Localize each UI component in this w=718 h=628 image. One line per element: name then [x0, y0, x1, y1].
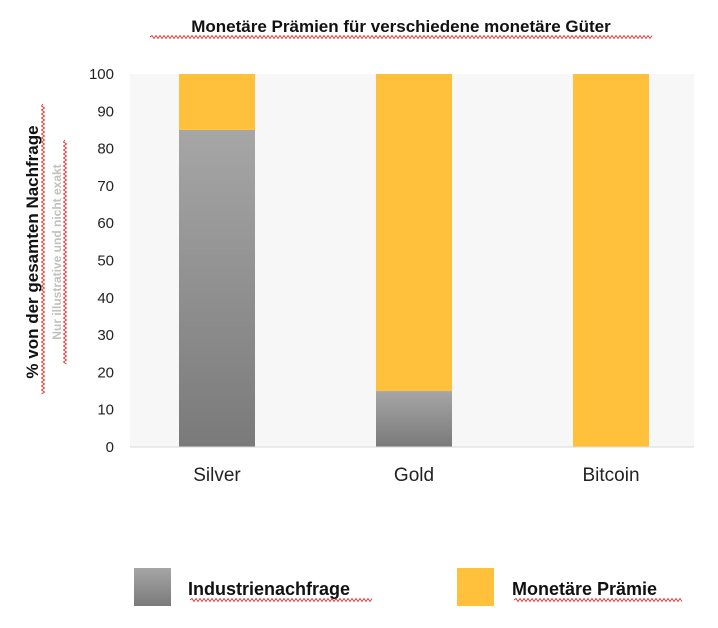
bar-segment [376, 74, 452, 392]
spellcheck-underline [189, 597, 373, 603]
y-tick-label: 80 [97, 141, 114, 158]
disclaimer-note: Nur illustrative und nicht exakt [50, 164, 64, 339]
y-tick-label: 0 [106, 439, 114, 456]
bar-segment [179, 74, 255, 130]
y-tick-label: 90 [97, 103, 114, 120]
y-axis-label: % von der gesamten Nachfrage [23, 125, 42, 378]
legend: Industrienachfrage Monetäre Prämie [134, 568, 657, 606]
bar-segment [573, 74, 649, 447]
bars [179, 74, 649, 447]
x-category-label: Silver [193, 465, 241, 486]
x-category-label: Bitcoin [582, 465, 639, 486]
legend-swatch [457, 568, 494, 606]
chart-title: Monetäre Prämien für verschiedene monetä… [191, 17, 611, 36]
x-category-label: Gold [394, 465, 434, 486]
y-tick-label: 70 [97, 178, 114, 195]
spellcheck-underline [513, 597, 683, 603]
spellcheck-underline [40, 103, 46, 395]
legend-label: Industrienachfrage [188, 579, 350, 599]
y-axis-ticks: 0 10 20 30 40 50 60 70 80 90 100 [89, 66, 114, 456]
y-tick-label: 50 [97, 253, 114, 270]
y-tick-label: 100 [89, 66, 114, 83]
y-tick-label: 30 [97, 327, 114, 344]
y-tick-label: 20 [97, 364, 114, 381]
bar-segment [179, 129, 255, 447]
spellcheck-underline [62, 139, 68, 365]
y-tick-label: 10 [97, 402, 114, 419]
spellcheck-underlines [40, 34, 683, 603]
y-tick-label: 40 [97, 290, 114, 307]
legend-swatch [134, 568, 171, 606]
legend-label: Monetäre Prämie [512, 579, 657, 599]
y-tick-label: 60 [97, 215, 114, 232]
category-labels: Silver Gold Bitcoin [193, 465, 639, 486]
bar-segment [376, 391, 452, 447]
spellcheck-underline [149, 34, 653, 40]
